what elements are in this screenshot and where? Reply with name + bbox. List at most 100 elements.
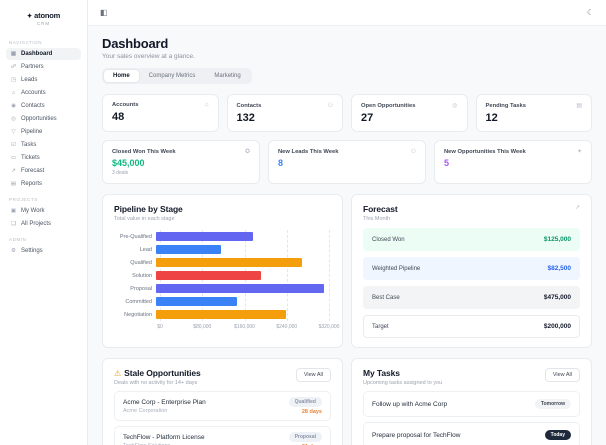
sidebar-item-label: Reports [21, 181, 43, 187]
tab-company-metrics[interactable]: Company Metrics [148, 73, 196, 79]
sidebar-item-opportunities[interactable]: ◎ Opportunities [6, 113, 81, 125]
x-axis-tick: $0 [157, 324, 163, 330]
gridline [286, 230, 288, 321]
chart-bar-track [156, 269, 329, 282]
sidebar-item-label: Dashboard [21, 51, 53, 57]
weekly-stat-row: Closed Won This Week ✪ $45,000 3 deals N… [102, 140, 592, 184]
gear-icon: ⚙ [11, 248, 16, 254]
forecast-icon: ↗ [11, 168, 16, 174]
week-stat-value: 8 [278, 158, 284, 168]
nav-section-projects: Projects [9, 197, 38, 202]
sidebar-item-tasks[interactable]: ☑ Tasks [6, 139, 81, 151]
brand-logo-icon: ✦ [26, 12, 33, 20]
theme-toggle-icon[interactable]: ☾ [586, 8, 594, 17]
sidebar-item-tickets[interactable]: ▭ Tickets [6, 152, 81, 164]
brand-subtitle: CRM [36, 21, 51, 26]
sidebar-item-leads[interactable]: ◳ Leads [6, 74, 81, 86]
tasks-subtitle: Upcoming tasks assigned to you [363, 380, 443, 386]
stat-value: 27 [361, 112, 374, 124]
forecast-row: Weighted Pipeline $82,500 [363, 257, 580, 280]
sidebar-item-label: Opportunities [21, 116, 57, 122]
sparkles-icon: ✦ [576, 149, 582, 155]
chart-bar-track [156, 243, 329, 256]
chart-row: Negotiation [114, 308, 331, 321]
page-title: Dashboard [102, 36, 169, 51]
stage-badge: Proposal [288, 432, 322, 442]
week-card-closed-won: Closed Won This Week ✪ $45,000 3 deals [102, 140, 260, 184]
chart-bar-qualified [156, 258, 302, 267]
task-row[interactable]: Follow up with Acme Corp Tomorrow [363, 391, 580, 417]
stale-opportunity-row[interactable]: Acme Corp - Enterprise Plan Acme Corpora… [114, 391, 331, 421]
stat-label: New Opportunities This Week [444, 148, 526, 155]
stat-value: 132 [236, 112, 255, 124]
reports-icon: ▤ [10, 181, 17, 187]
sidebar-item-my-work[interactable]: ▣ My Work [6, 205, 81, 217]
week-card-new-opportunities: New Opportunities This Week ✦ 5 [434, 140, 592, 184]
users-icon: ⚇ [327, 103, 333, 109]
stat-card-row: Accounts ⌂ 48 Contacts ⚇ 132 Open Opport… [102, 94, 592, 132]
stale-days: 28 days [301, 409, 322, 415]
sidebar-toggle-icon[interactable]: ◧ [100, 8, 108, 17]
page-subtitle: Your sales overview at a glance. [102, 53, 195, 60]
x-axis-tick: $240,000 [276, 324, 298, 330]
forecast-row: Target $200,000 [363, 315, 580, 338]
chart-category-label: Lead [139, 246, 152, 253]
week-stat-value: 5 [444, 158, 450, 168]
topbar: ◧ ☾ [88, 0, 606, 26]
building-icon: ⌂ [204, 102, 209, 108]
stat-value: 12 [485, 112, 498, 124]
sidebar-item-forecast[interactable]: ↗ Forecast [6, 165, 81, 177]
pipeline-icon: ▽ [11, 129, 16, 135]
briefcase-icon: ▣ [10, 208, 17, 214]
forecast-subtitle: This Month [363, 216, 391, 222]
forecast-row-value: $82,500 [547, 265, 572, 272]
task-row[interactable]: Prepare proposal for TechFlow Today [363, 422, 580, 445]
forecast-title: Forecast [363, 204, 398, 214]
sidebar-item-label: Accounts [21, 90, 46, 96]
stat-label: Open Opportunities [361, 102, 416, 109]
chart-bar-track [156, 282, 329, 295]
target-icon: ◎ [452, 103, 458, 109]
week-card-new-leads: New Leads This Week ⚇ 8 [268, 140, 426, 184]
trending-up-icon: ↗ [574, 205, 580, 211]
stale-opportunity-row[interactable]: TechFlow - Platform License TechFlow Sol… [114, 426, 331, 445]
sidebar-item-partners[interactable]: ☍ Partners [6, 61, 81, 73]
pipeline-title: Pipeline by Stage [114, 204, 183, 214]
sidebar-item-contacts[interactable]: ◉ Contacts [6, 100, 81, 112]
tab-home[interactable]: Home [104, 70, 139, 82]
opportunity-company: Acme Corporation [123, 407, 168, 414]
task-name: Prepare proposal for TechFlow [372, 431, 461, 439]
sidebar-item-reports[interactable]: ▤ Reports [6, 178, 81, 190]
partners-icon: ☍ [10, 64, 17, 70]
sidebar: ✦ atonom CRM Navigation ▦ Dashboard ☍ Pa… [0, 0, 88, 445]
chart-row: Pre-Qualified [114, 230, 331, 243]
stat-label: Closed Won This Week [112, 148, 176, 155]
week-stat-note: 3 deals [112, 170, 129, 176]
chart-category-label: Solution [132, 272, 152, 279]
sidebar-item-dashboard[interactable]: ▦ Dashboard [6, 48, 81, 60]
tasks-view-all-button[interactable]: View All [544, 368, 580, 382]
stat-label: Pending Tasks [485, 102, 526, 109]
sidebar-item-all-projects[interactable]: ❏ All Projects [6, 218, 81, 230]
opportunities-icon: ◎ [11, 116, 16, 122]
sidebar-item-pipeline[interactable]: ▽ Pipeline [6, 126, 81, 138]
task-due-badge: Today [544, 430, 571, 440]
sidebar-item-settings[interactable]: ⚙ Settings [6, 245, 81, 257]
tickets-icon: ▭ [10, 155, 17, 161]
chart-row: Proposal [114, 282, 331, 295]
forecast-row-value: $200,000 [543, 323, 571, 330]
stage-badge: Qualified [288, 397, 322, 407]
nav-section-navigation: Navigation [9, 40, 43, 45]
x-axis-tick: $320,000 [318, 324, 340, 330]
chart-row: Solution [114, 269, 331, 282]
folder-icon: ❏ [11, 221, 16, 227]
task-name: Follow up with Acme Corp [372, 400, 448, 408]
pipeline-panel: Pipeline by Stage Total value in each st… [102, 194, 343, 348]
sidebar-item-accounts[interactable]: ⌂ Accounts [6, 87, 81, 99]
stale-view-all-button[interactable]: View All [295, 368, 331, 382]
tab-marketing[interactable]: Marketing [214, 73, 241, 79]
tasks-icon: ☑ [11, 142, 16, 148]
chart-category-label: Qualified [130, 259, 152, 266]
dashboard-icon: ▦ [10, 51, 17, 57]
forecast-row-value: $475,000 [543, 294, 571, 301]
